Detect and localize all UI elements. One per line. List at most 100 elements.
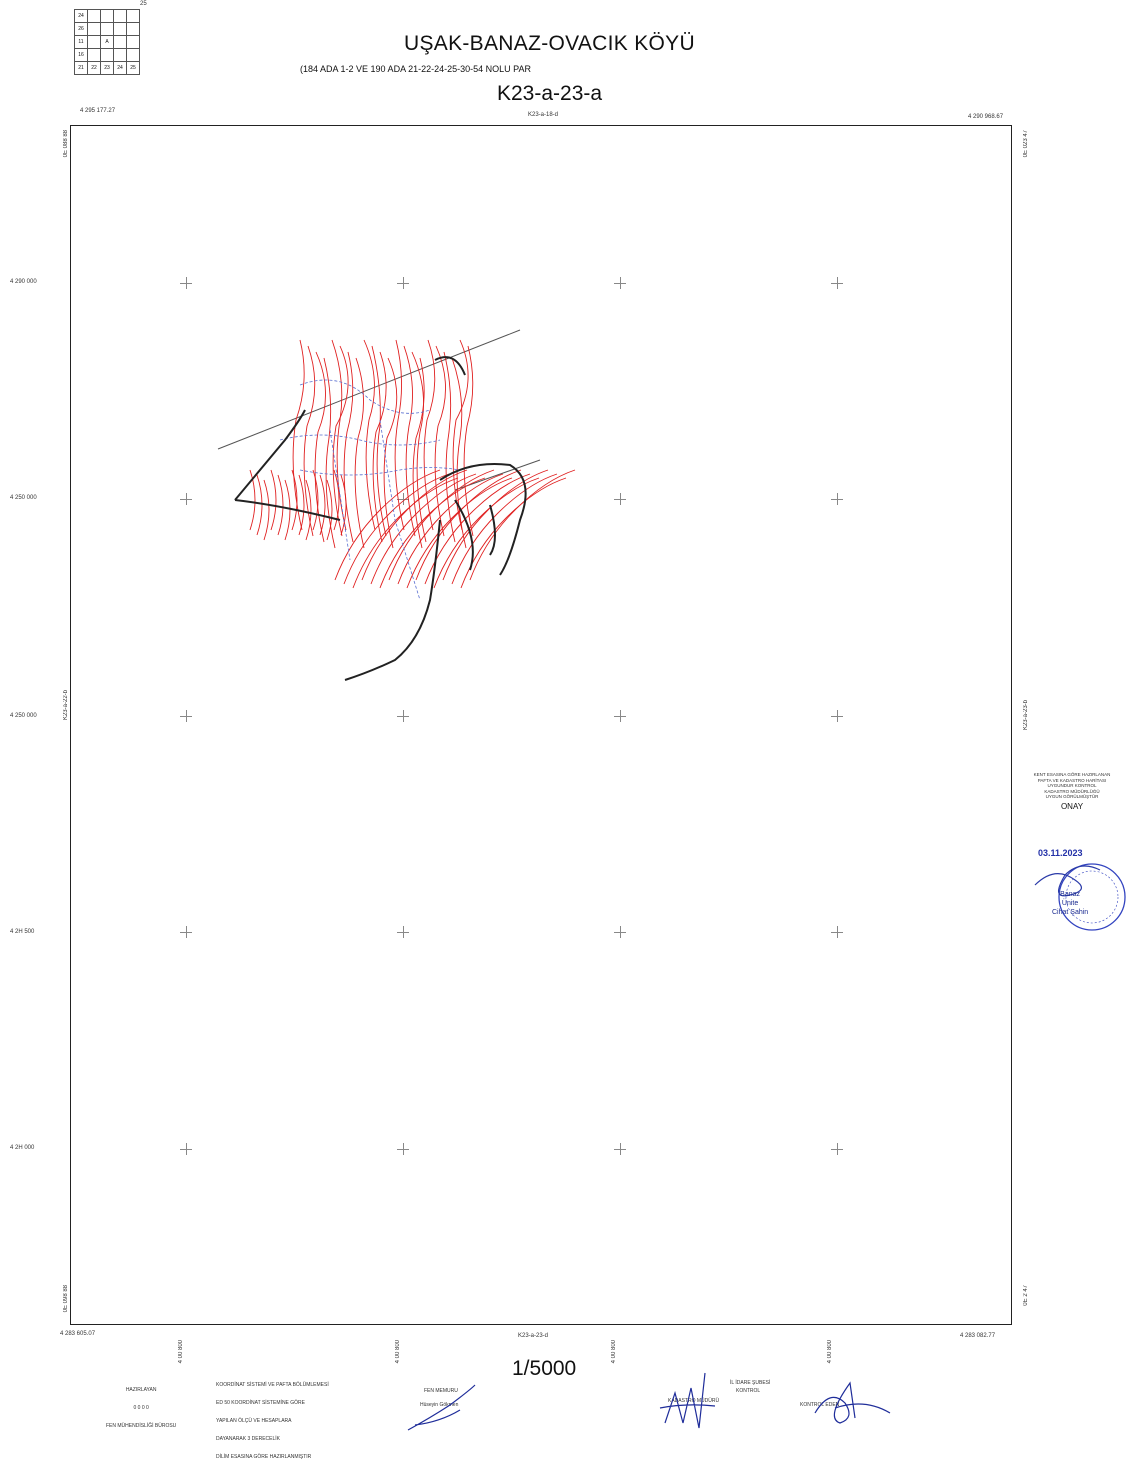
contour-line — [451, 473, 558, 585]
seal-line: Ünite — [1061, 900, 1079, 907]
onay-label: ONAY — [1060, 801, 1084, 811]
contour-line — [305, 479, 312, 541]
contour-line — [256, 474, 263, 536]
contour-line — [397, 473, 504, 585]
contour-line — [249, 469, 256, 531]
contour-line — [343, 473, 450, 585]
grid-cross — [614, 926, 626, 938]
approval-line: KADASTRO MÜDÜRLÜĞÜ — [1044, 788, 1100, 794]
index-corner-label: 25 — [140, 1, 147, 7]
grid-cross — [397, 710, 409, 722]
contour-line — [332, 345, 349, 537]
contour-line — [383, 357, 398, 549]
grid-cross — [397, 277, 409, 289]
contour-line — [406, 477, 513, 589]
footer-line: KOORDİNAT SİSTEMİ VE PAFTA BÖLÜMLEMESİ — [216, 1382, 329, 1388]
contour-line — [423, 339, 436, 531]
grid-label-left: 4 250 000 — [10, 495, 37, 501]
grid-cross — [831, 710, 843, 722]
top-left-coordinate: 4 295 177.27 — [80, 108, 116, 114]
grid-label-left: 4 290 000 — [10, 279, 37, 285]
contour-line — [434, 345, 446, 537]
grid-cross — [180, 710, 192, 722]
footer-line: HAZIRLAYAN — [125, 1387, 157, 1393]
stream-lines — [234, 356, 527, 681]
approval-line: KENT ESASINA GÖRE HAZIRLANAN — [1033, 772, 1111, 777]
contour-line — [442, 469, 549, 581]
contour-line — [370, 473, 477, 585]
contour-line — [354, 357, 365, 549]
contour-line — [460, 477, 567, 589]
grid-cross — [831, 926, 843, 938]
grid-cross — [614, 493, 626, 505]
contour-line — [303, 345, 316, 537]
contour-line — [463, 345, 474, 537]
contour-line — [372, 351, 387, 543]
contour-line — [319, 474, 326, 536]
index-cell: 25 — [126, 61, 140, 75]
seal-line: Banaz — [1060, 891, 1081, 898]
signature-label: KONTROL — [736, 1388, 761, 1394]
grid-cross — [614, 277, 626, 289]
signature-label: İL İDARE ŞUBESİ — [730, 1380, 771, 1386]
grid-cross — [614, 710, 626, 722]
footer-line: ED 50 KOORDİNAT SİSTEMİNE GÖRE — [216, 1400, 305, 1406]
footer-line: DAYANARAK 3 DERECELİK — [216, 1436, 281, 1442]
signature-label: FEN MEMURU — [424, 1388, 458, 1394]
contour-line — [433, 477, 540, 589]
contour-line — [263, 479, 270, 541]
contour-line — [277, 474, 284, 536]
approval-line: UYGUNDUR KONTROL — [1047, 783, 1097, 788]
grid-label-left: 4 2H 500 — [10, 929, 35, 935]
sheet-index-grid: 24 26 11 A 16 21 22 23 24 25 — [74, 9, 140, 75]
parcel-boundaries — [279, 379, 461, 601]
contour-line — [298, 474, 305, 536]
contour-line — [331, 339, 347, 531]
contour-line — [352, 477, 459, 589]
grid-cross — [180, 1143, 192, 1155]
signature-label: KADASTRO MÜDÜRÜ — [668, 1398, 720, 1404]
footer-line: FEN MÜHENDİSLİĞİ BÜROSU — [106, 1423, 177, 1429]
grid-cross — [831, 493, 843, 505]
bottom-left-coordinate: 4 283 605.07 — [60, 1331, 96, 1337]
approval-block: KENT ESASINA GÖRE HAZIRLANAN PAFTA VE KA… — [1018, 772, 1126, 811]
official-seal — [1034, 863, 1126, 931]
grid-cross — [180, 493, 192, 505]
contour-line — [270, 469, 277, 531]
grid-cross — [180, 277, 192, 289]
approval-line: PAFTA VE KADASTRO HARİTASI — [1037, 777, 1107, 783]
grid-cross — [831, 277, 843, 289]
contour-line — [452, 339, 469, 531]
contour-line — [333, 469, 340, 531]
road-line — [217, 329, 521, 450]
contour-line — [292, 339, 305, 531]
contour-line — [361, 469, 468, 581]
contour-line — [394, 339, 405, 531]
contour-line — [291, 469, 298, 531]
bottom-neighbor-sheet: K23-a-23-d — [518, 1333, 549, 1339]
seal-text: Banaz Ünite Cihat Şahin — [1052, 890, 1088, 917]
map-scale: 1/5000 — [512, 1357, 577, 1380]
contour-line — [334, 469, 441, 581]
contour-line — [424, 473, 531, 585]
footer-line: YAPILAN ÖLÇÜ VE HESAPLARA — [216, 1418, 292, 1424]
signature-scribble — [407, 1384, 476, 1431]
contour-line — [284, 479, 291, 541]
contour-line — [343, 351, 354, 543]
grid-cross — [397, 1143, 409, 1155]
top-right-coordinate: 4 290 968.67 — [968, 114, 1004, 120]
contour-line — [326, 479, 333, 541]
contour-line — [388, 469, 495, 581]
contour-line — [340, 474, 347, 536]
parcel-subtitle: (184 ADA 1-2 VE 190 ADA 21-22-24-25-30-5… — [300, 64, 531, 74]
approval-line: UYGUN GÖRÜLMÜŞTÜR — [1045, 794, 1099, 799]
signature-label: KONTROL EDEN — [800, 1402, 840, 1408]
contour-lines — [249, 339, 576, 589]
grid-cross — [397, 493, 409, 505]
contour-line — [371, 345, 387, 537]
page-title: UŞAK-BANAZ-OVACIK KÖYÜ — [404, 32, 695, 55]
contour-line — [323, 357, 336, 549]
coordinate-system-note: KOORDİNAT SİSTEMİ VE PAFTA BÖLÜMLEMESİ E… — [216, 1370, 329, 1466]
index-cell: 22 — [87, 61, 101, 75]
contour-line — [312, 469, 319, 531]
